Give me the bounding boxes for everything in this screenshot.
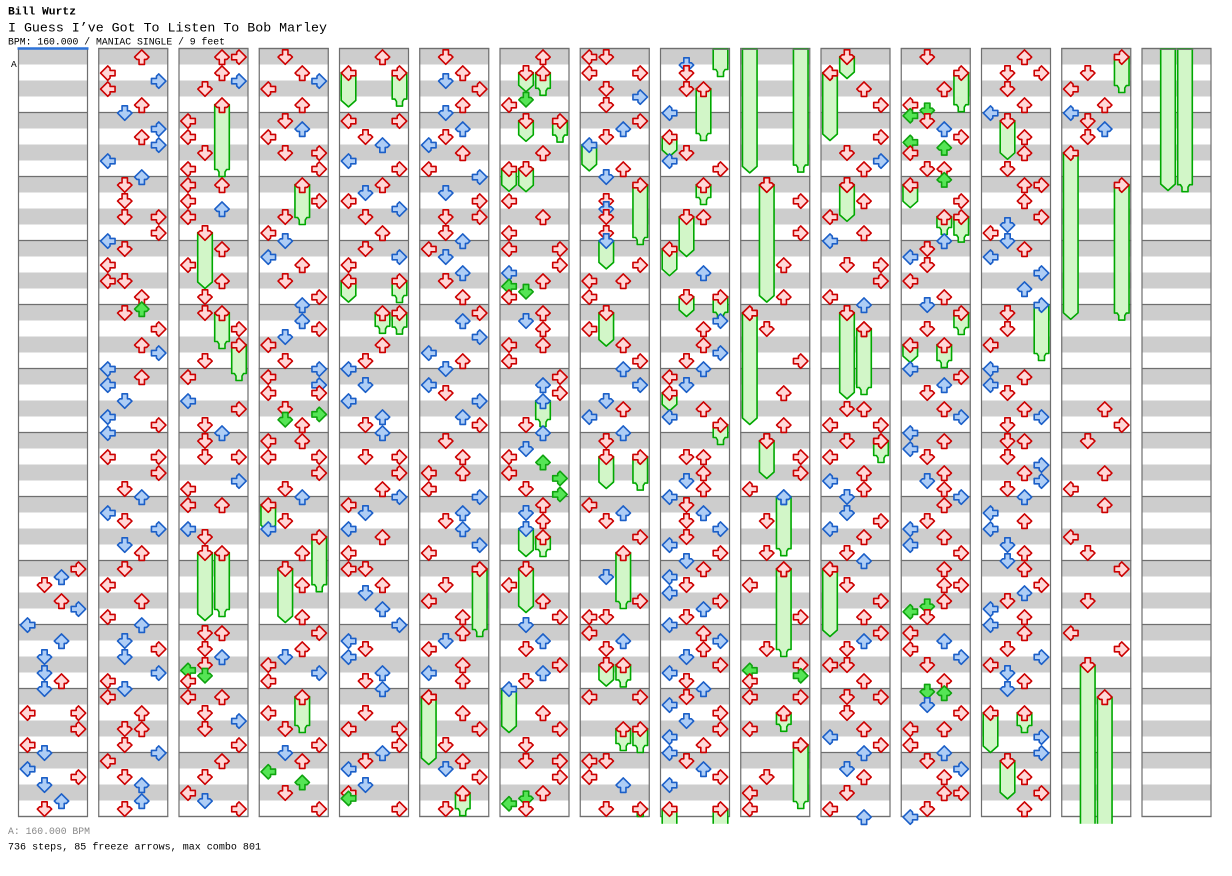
- svg-text:A: A: [11, 59, 17, 70]
- svg-text:BPM: 160.000 / MANIAC SINGLE /: BPM: 160.000 / MANIAC SINGLE / 9 feet: [8, 37, 225, 48]
- svg-text:I Guess I’ve Got To Listen To: I Guess I’ve Got To Listen To Bob Marley: [8, 21, 327, 36]
- svg-text:A: 160.000 BPM: A: 160.000 BPM: [8, 826, 90, 837]
- svg-text:736 steps, 85 freeze arrows, m: 736 steps, 85 freeze arrows, max combo 8…: [8, 842, 261, 853]
- svg-text:Bill Wurtz: Bill Wurtz: [8, 7, 76, 19]
